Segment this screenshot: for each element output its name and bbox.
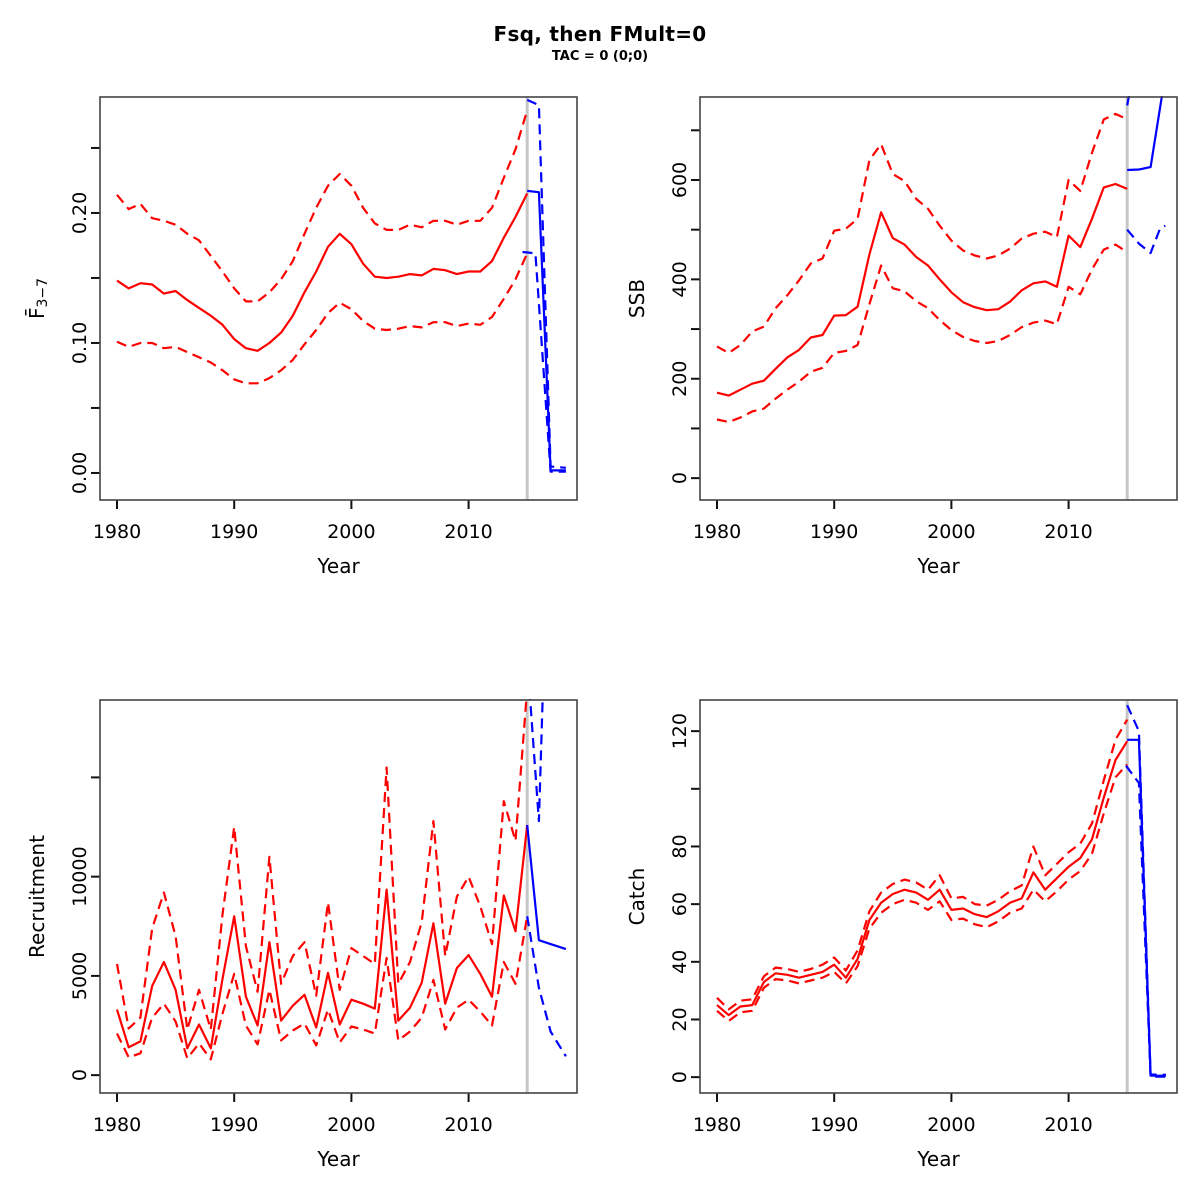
plot-frame xyxy=(99,96,578,501)
figure-subtitle: TAC = 0 (0;0) xyxy=(551,49,649,64)
x-axis-title: Year xyxy=(316,554,360,578)
recruitment-median-history xyxy=(115,824,529,1050)
x-tick-label: 2010 xyxy=(444,1114,492,1136)
ssb-median-projection xyxy=(1127,96,1164,172)
x-tick-label: 2000 xyxy=(327,1114,375,1136)
y-axis-title: Recruitment xyxy=(25,835,49,958)
recruitment-lower-history xyxy=(116,916,529,1061)
x-tick-label: 1990 xyxy=(210,521,258,543)
y-tick-label: 200 xyxy=(669,361,691,397)
fbar-upper-history xyxy=(116,109,529,303)
figure-title: Fsq, then FMult=0 xyxy=(493,22,707,46)
panel-fbar: 1980 1990 2000 2010 0.00 0.10 0.20 Year F̄3−7 xyxy=(24,96,578,578)
catch-lower-projection xyxy=(1125,765,1166,1078)
y-tick-label: 400 xyxy=(669,261,691,297)
ssb-upper-projection xyxy=(1126,96,1131,106)
ssb-median-history xyxy=(716,182,1128,397)
x-axis-title: Year xyxy=(916,554,960,578)
panel-catch: 1980 1990 2000 2010 0 20 40 60 80 120 Year Catch xyxy=(625,699,1178,1171)
ssb-lower-history xyxy=(716,243,1128,424)
x-tick-label: 1980 xyxy=(93,521,141,543)
y-tick-label: 0.10 xyxy=(69,322,91,364)
x-tick-label: 2010 xyxy=(1044,1114,1092,1136)
x-tick-label: 2000 xyxy=(927,1114,975,1136)
fbar-lower-projection xyxy=(522,250,566,473)
catch-upper-projection xyxy=(1126,704,1166,1076)
y-tick-label: 0 xyxy=(69,1069,91,1081)
recruitment-upper-history xyxy=(115,699,528,1031)
y-axis-title: F̄3−7 xyxy=(24,278,51,319)
x-tick-label: 2000 xyxy=(327,521,375,543)
ssb-upper-history xyxy=(716,112,1128,354)
y-tick-label: 5000 xyxy=(69,952,91,1000)
x-tick-label: 1980 xyxy=(693,1114,741,1136)
y-tick-label: 10000 xyxy=(69,846,91,906)
y-tick-label: 0 xyxy=(669,472,691,484)
x-tick-label: 1990 xyxy=(210,1114,258,1136)
x-tick-label: 1980 xyxy=(93,1114,141,1136)
y-tick-label: 60 xyxy=(669,892,691,916)
x-tick-label: 2010 xyxy=(444,521,492,543)
catch-lower-history xyxy=(716,763,1129,1023)
y-tick-label: 40 xyxy=(669,950,691,974)
y-tick-label: 0.20 xyxy=(69,192,91,234)
y-tick-label: 0.00 xyxy=(69,452,91,494)
x-tick-label: 1980 xyxy=(693,521,741,543)
plot-frame xyxy=(99,699,578,1094)
y-tick-label: 0 xyxy=(669,1071,691,1083)
y-tick-label: 120 xyxy=(669,713,691,749)
plot-frame xyxy=(699,96,1178,501)
recruitment-upper-projection xyxy=(529,699,544,823)
x-tick-label: 2010 xyxy=(1044,521,1092,543)
plot-frame xyxy=(699,699,1178,1094)
ssb-lower-projection xyxy=(1126,224,1166,255)
fbar-median-projection xyxy=(527,189,566,472)
y-tick-label: 20 xyxy=(669,1007,691,1031)
y-axis-title: Catch xyxy=(625,868,649,926)
x-axis-title: Year xyxy=(916,1147,960,1171)
catch-median-history xyxy=(716,740,1129,1017)
fbar-upper-projection xyxy=(526,98,566,469)
y-axis-title: SSB xyxy=(625,279,649,318)
x-tick-label: 1990 xyxy=(810,1114,858,1136)
recruitment-median-projection xyxy=(526,824,567,951)
catch-median-projection xyxy=(1127,738,1166,1077)
x-axis-title: Year xyxy=(316,1147,360,1171)
y-tick-label: 80 xyxy=(669,834,691,858)
recruitment-lower-projection xyxy=(526,916,567,1057)
fbar-lower-history xyxy=(116,252,529,385)
panel-ssb: 1980 1990 2000 2010 0 200 400 600 Year SSB xyxy=(625,96,1178,578)
panel-recruitment: 1980 1990 2000 2010 0 5000 10000 Year Recruitmen… xyxy=(25,699,578,1171)
x-tick-label: 2000 xyxy=(927,521,975,543)
x-tick-label: 1990 xyxy=(810,521,858,543)
y-tick-label: 600 xyxy=(669,162,691,198)
fbar-median-history xyxy=(116,193,529,352)
catch-upper-history xyxy=(716,719,1129,1011)
